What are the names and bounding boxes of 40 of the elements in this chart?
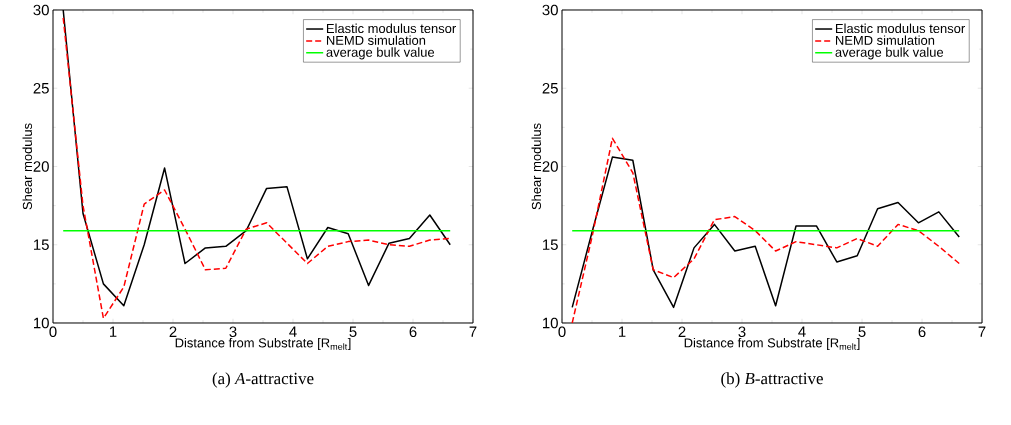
- text: (a) A-attractive: [212, 372, 314, 388]
- x-tick-label: 7: [469, 326, 477, 337]
- x-tick-label: 4: [798, 326, 806, 337]
- x-tick-label: 1: [619, 326, 626, 337]
- y-tick-label: 15: [34, 239, 49, 250]
- x-tick-label: 3: [738, 326, 746, 338]
- x-tick-label: 5: [858, 326, 866, 337]
- x-tick-label: 6: [918, 326, 926, 338]
- x-tick-label: 7: [978, 326, 986, 337]
- x-tick-label: 4: [289, 326, 297, 337]
- y-tick-label: 30: [33, 4, 49, 16]
- y-tick-label: 15: [543, 239, 558, 250]
- x-tick-label: 6: [409, 326, 417, 338]
- line-series: [571, 156, 960, 309]
- x-tick-label: 3: [229, 326, 237, 338]
- line-series: [571, 137, 960, 323]
- legend-label: Elastic modulus tensor: [326, 23, 456, 34]
- legend-label: average bulk value: [326, 47, 435, 60]
- x-tick-label: 1: [109, 326, 117, 337]
- text: (b) B-attractive: [721, 372, 823, 388]
- x-tick-label: 5: [349, 326, 357, 337]
- legend-label: NEMD simulation: [326, 35, 426, 45]
- y-tick-label: 25: [542, 82, 558, 94]
- y-tick-label: 20: [542, 161, 558, 172]
- x-axis-title: Distance from Substrate [R$_{melt}$]: [175, 337, 351, 351]
- y-tick-label: 20: [33, 161, 49, 172]
- legend-label: average bulk value: [835, 47, 944, 60]
- y-tick-label: 30: [542, 4, 558, 16]
- y-tick-label: 25: [33, 82, 49, 94]
- x-tick-label: 0: [49, 326, 57, 338]
- y-tick-label: 10: [543, 317, 558, 329]
- y-tick-label: 10: [34, 317, 49, 329]
- x-axis-title: Distance from Substrate [R$_{melt}$]: [684, 337, 860, 351]
- x-tick-label: 2: [169, 326, 177, 337]
- y-axis-title: Shear modulus: [22, 123, 33, 210]
- y-axis-title: Shear modulus: [531, 123, 542, 210]
- legend-label: NEMD simulation: [835, 35, 935, 45]
- x-tick-label: 2: [678, 326, 686, 337]
- x-tick-label: 0: [558, 326, 566, 338]
- legend-label: Elastic modulus tensor: [835, 23, 965, 34]
